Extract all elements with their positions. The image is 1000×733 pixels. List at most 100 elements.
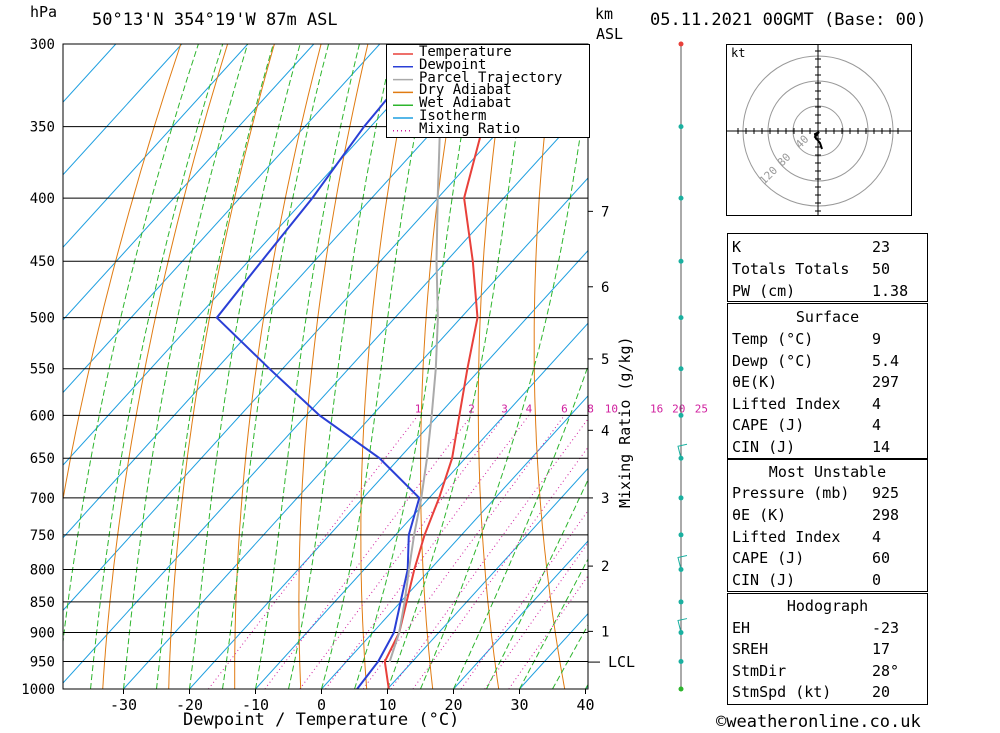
isotherm-line bbox=[63, 104, 588, 684]
km-tick-label: 2 bbox=[601, 559, 609, 575]
wind-profile-dot bbox=[678, 532, 684, 538]
sreh-value: 17 bbox=[872, 640, 891, 658]
mu-pressure-label: Pressure (mb) bbox=[732, 484, 850, 502]
isotherm-line bbox=[63, 44, 183, 176]
mu-cin-label: CIN (J) bbox=[732, 571, 796, 589]
temperature-tick-label: 0 bbox=[317, 696, 326, 714]
km-tick-labels: 1 2 3 4 5 6 7 bbox=[588, 204, 609, 663]
mixing-ratio-line bbox=[412, 446, 588, 689]
eh-label: EH bbox=[732, 619, 751, 637]
km-tick-label: 7 bbox=[601, 204, 609, 220]
mixing-ratio-label: 16 bbox=[650, 402, 663, 415]
stmspd-label: StmSpd (kt) bbox=[732, 683, 832, 701]
isotherm-line bbox=[255, 322, 588, 689]
mixing-ratio-line bbox=[264, 414, 472, 689]
dry-adiabat-line bbox=[976, 44, 1000, 689]
legend-item-label: Parcel Trajectory bbox=[419, 69, 563, 86]
pressure-tick-label: 350 bbox=[30, 120, 55, 136]
temperature-tick-label: 30 bbox=[510, 696, 528, 714]
temperature-tick-label: -10 bbox=[242, 696, 269, 714]
mu-cin-value: 0 bbox=[872, 571, 882, 589]
surface-dewp-label: Dewp (°C) bbox=[732, 352, 814, 370]
indices-table: K 23 Totals Totals 50 PW (cm) 1.38 bbox=[727, 233, 928, 302]
pressure-tick-label: 800 bbox=[30, 562, 55, 578]
dry-adiabat-line bbox=[929, 44, 1000, 689]
mu-title: Most Unstable bbox=[768, 463, 887, 481]
pressure-tick-label: 600 bbox=[30, 408, 55, 424]
stmdir-value: 28° bbox=[872, 662, 900, 680]
mixing-ratio-label: 2 bbox=[468, 402, 475, 415]
surface-li-value: 4 bbox=[872, 395, 882, 413]
k-value: 23 bbox=[872, 238, 891, 256]
dry-adiabat-line bbox=[533, 44, 566, 689]
stmdir-label: StmDir bbox=[732, 662, 787, 680]
dry-adiabat-line bbox=[168, 44, 275, 689]
wind-profile-dot bbox=[678, 195, 684, 201]
mixing-ratio-label: 25 bbox=[695, 402, 708, 415]
sreh-label: SREH bbox=[732, 640, 769, 658]
surface-table: Surface Temp (°C) 9 Dewp (°C) 5.4 θE(K) … bbox=[727, 303, 928, 459]
mixing-ratio-label: 8 bbox=[587, 402, 594, 415]
dry-adiabat-line bbox=[420, 44, 462, 689]
x-axis-label: Dewpoint / Temperature (°C) bbox=[183, 710, 460, 730]
pw-label: PW (cm) bbox=[732, 282, 796, 300]
wind-profile-dot bbox=[678, 412, 684, 418]
temperature-tick-label: 40 bbox=[576, 696, 594, 714]
eh-value: -23 bbox=[872, 619, 900, 637]
mixing-ratio-label: 10 bbox=[605, 402, 618, 415]
wet-adiabat-line bbox=[63, 44, 199, 646]
mu-theta-e-label: θE (K) bbox=[732, 506, 787, 524]
wind-barb bbox=[677, 443, 688, 459]
wind-profile-dot bbox=[678, 495, 684, 501]
wet-adiabat-line bbox=[288, 44, 395, 689]
hodograph-panel: kt 40 80 120 bbox=[726, 44, 912, 216]
pressure-tick-label: 550 bbox=[30, 362, 55, 378]
k-label: K bbox=[732, 238, 742, 256]
mu-cape-label: CAPE (J) bbox=[732, 549, 805, 567]
mu-pressure-value: 925 bbox=[872, 484, 900, 502]
lcl-label: LCL bbox=[608, 653, 636, 671]
mu-li-value: 4 bbox=[872, 528, 882, 546]
pressure-tick-label: 900 bbox=[30, 626, 55, 642]
temperature-tick-label: -20 bbox=[176, 696, 203, 714]
km-tick-label: 1 bbox=[601, 624, 609, 640]
series-line-dewpoint bbox=[215, 44, 434, 689]
series-line-temperature bbox=[383, 44, 520, 689]
legend-item-label: Temperature bbox=[419, 44, 512, 60]
hodograph-table: Hodograph EH -23 SREH 17 StmDir 28° StmS… bbox=[727, 593, 928, 705]
pressure-tick-label: 1000 bbox=[21, 682, 55, 698]
isotherm-line bbox=[63, 44, 381, 394]
wind-profile-dot bbox=[678, 599, 684, 605]
tt-label: Totals Totals bbox=[732, 260, 850, 278]
mu-cape-value: 60 bbox=[872, 549, 891, 567]
wet-adiabat-line bbox=[420, 79, 588, 689]
asl-label: ASL bbox=[596, 25, 624, 43]
temperature-tick-label: 20 bbox=[444, 696, 462, 714]
isotherm-line bbox=[123, 177, 588, 689]
isotherm-line bbox=[63, 44, 513, 539]
km-label: km bbox=[595, 5, 614, 23]
surface-temp-label: Temp (°C) bbox=[732, 330, 814, 348]
pressure-tick-label: 850 bbox=[30, 595, 55, 611]
surface-li-label: Lifted Index bbox=[732, 395, 841, 413]
temperature-tick-label: -30 bbox=[110, 696, 137, 714]
hodograph-ring-label: 120 bbox=[757, 164, 780, 187]
pressure-unit-label: hPa bbox=[30, 3, 58, 21]
location-title: 50°13'N 354°19'W 87m ASL bbox=[92, 10, 338, 30]
pressure-tick-label: 950 bbox=[30, 655, 55, 671]
wet-adiabat-line bbox=[453, 364, 588, 689]
mixing-ratio-label: 3 bbox=[501, 402, 508, 415]
wet-adiabat-line bbox=[222, 44, 330, 689]
surface-dewp-value: 5.4 bbox=[872, 352, 900, 370]
pressure-tick-label: 650 bbox=[30, 451, 55, 467]
isotherm-line bbox=[63, 44, 447, 466]
mixing-ratio-label: 6 bbox=[561, 402, 568, 415]
hodograph-ring-label: 40 bbox=[793, 133, 812, 152]
mu-theta-e-value: 298 bbox=[872, 506, 900, 524]
legend-item-label: Dewpoint bbox=[419, 56, 487, 73]
most-unstable-table: Most Unstable Pressure (mb) 925 θE (K) 2… bbox=[727, 459, 928, 592]
wind-barb bbox=[677, 618, 688, 633]
km-tick-label: 3 bbox=[601, 491, 609, 507]
datetime-title: 05.11.2021 00GMT (Base: 00) bbox=[650, 10, 927, 30]
wind-profile-dot bbox=[678, 366, 684, 372]
